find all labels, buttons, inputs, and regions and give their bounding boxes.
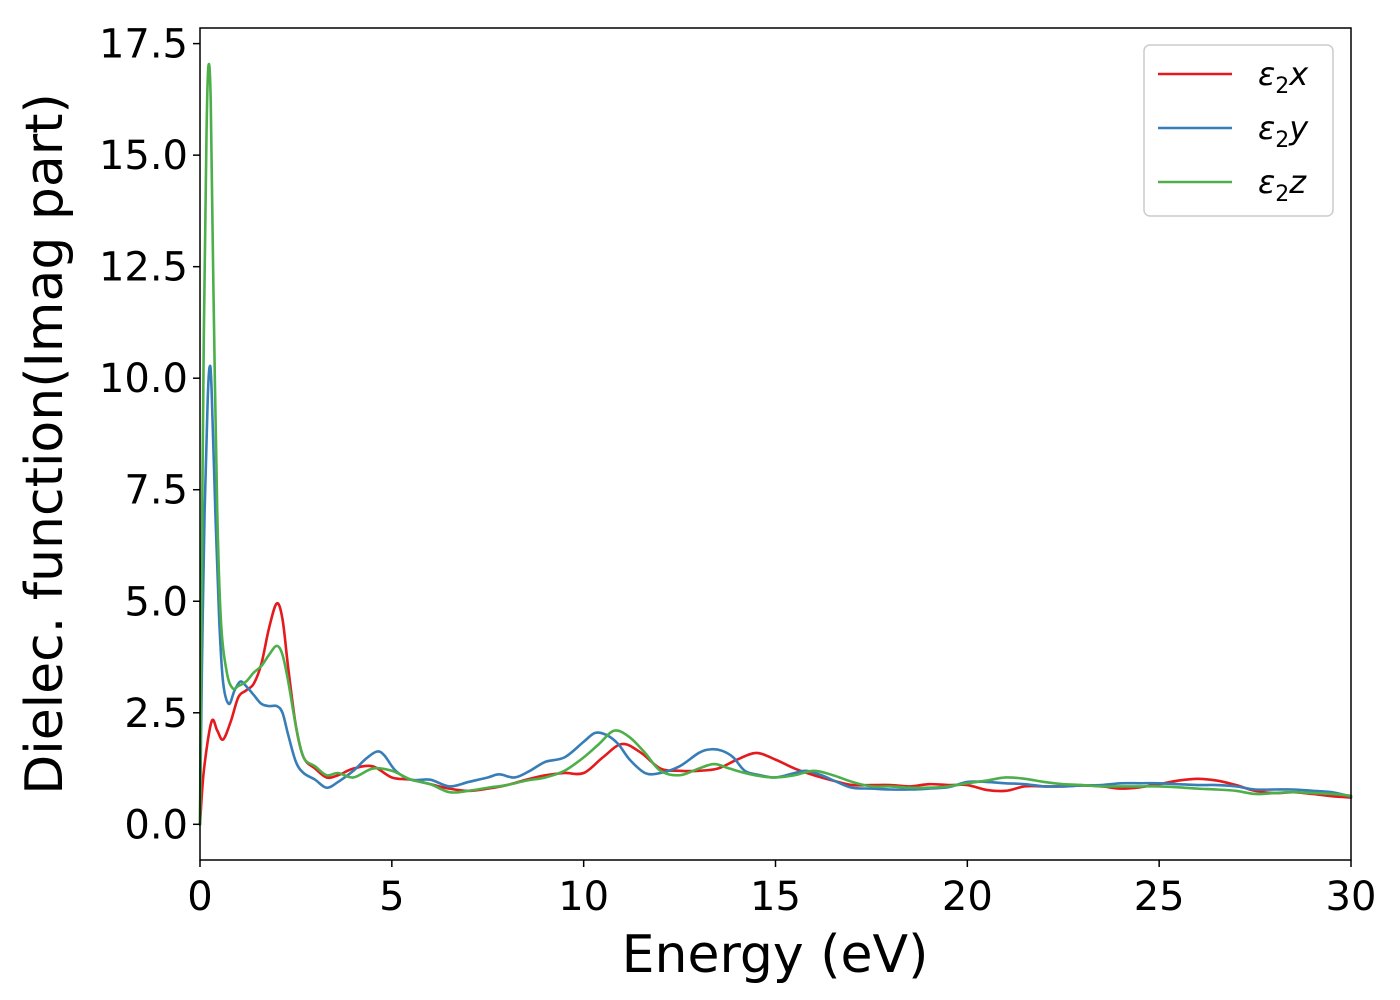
x-axis-label: Energy (eV) bbox=[622, 925, 929, 985]
x-tick-label: 25 bbox=[1134, 874, 1185, 920]
legend-box bbox=[1143, 44, 1334, 217]
x-tick-label: 0 bbox=[187, 874, 212, 920]
x-tick-label: 30 bbox=[1326, 874, 1377, 920]
y-tick-label: 10.0 bbox=[99, 356, 188, 402]
y-tick-label: 2.5 bbox=[124, 691, 188, 737]
y-tick-label: 12.5 bbox=[99, 245, 188, 291]
series-line-z bbox=[198, 62, 1353, 826]
y-axis-label: Dielec. function(Imag part) bbox=[15, 93, 75, 795]
y-tick-label: 15.0 bbox=[99, 133, 188, 179]
y-axis-ticks: 0.0 2.5 5.0 7.5 10.0 12.5 15.0 17.5 bbox=[99, 22, 200, 848]
x-tick-label: 5 bbox=[379, 874, 404, 920]
legend-label-x: ε2x bbox=[1258, 55, 1309, 99]
legend: ε2x ε2y ε2z bbox=[1143, 44, 1334, 217]
series-layer bbox=[198, 62, 1353, 826]
x-tick-label: 10 bbox=[558, 874, 609, 920]
y-tick-label: 7.5 bbox=[124, 468, 188, 514]
y-tick-label: 0.0 bbox=[124, 802, 188, 848]
y-tick-label: 17.5 bbox=[99, 22, 188, 68]
x-tick-label: 20 bbox=[942, 874, 993, 920]
y-tick-label: 5.0 bbox=[124, 579, 188, 625]
legend-label-z: ε2z bbox=[1258, 163, 1307, 207]
x-axis-ticks: 0 5 10 15 20 25 30 bbox=[187, 860, 1376, 920]
x-tick-label: 15 bbox=[750, 874, 801, 920]
legend-label-y: ε2y bbox=[1258, 109, 1309, 153]
